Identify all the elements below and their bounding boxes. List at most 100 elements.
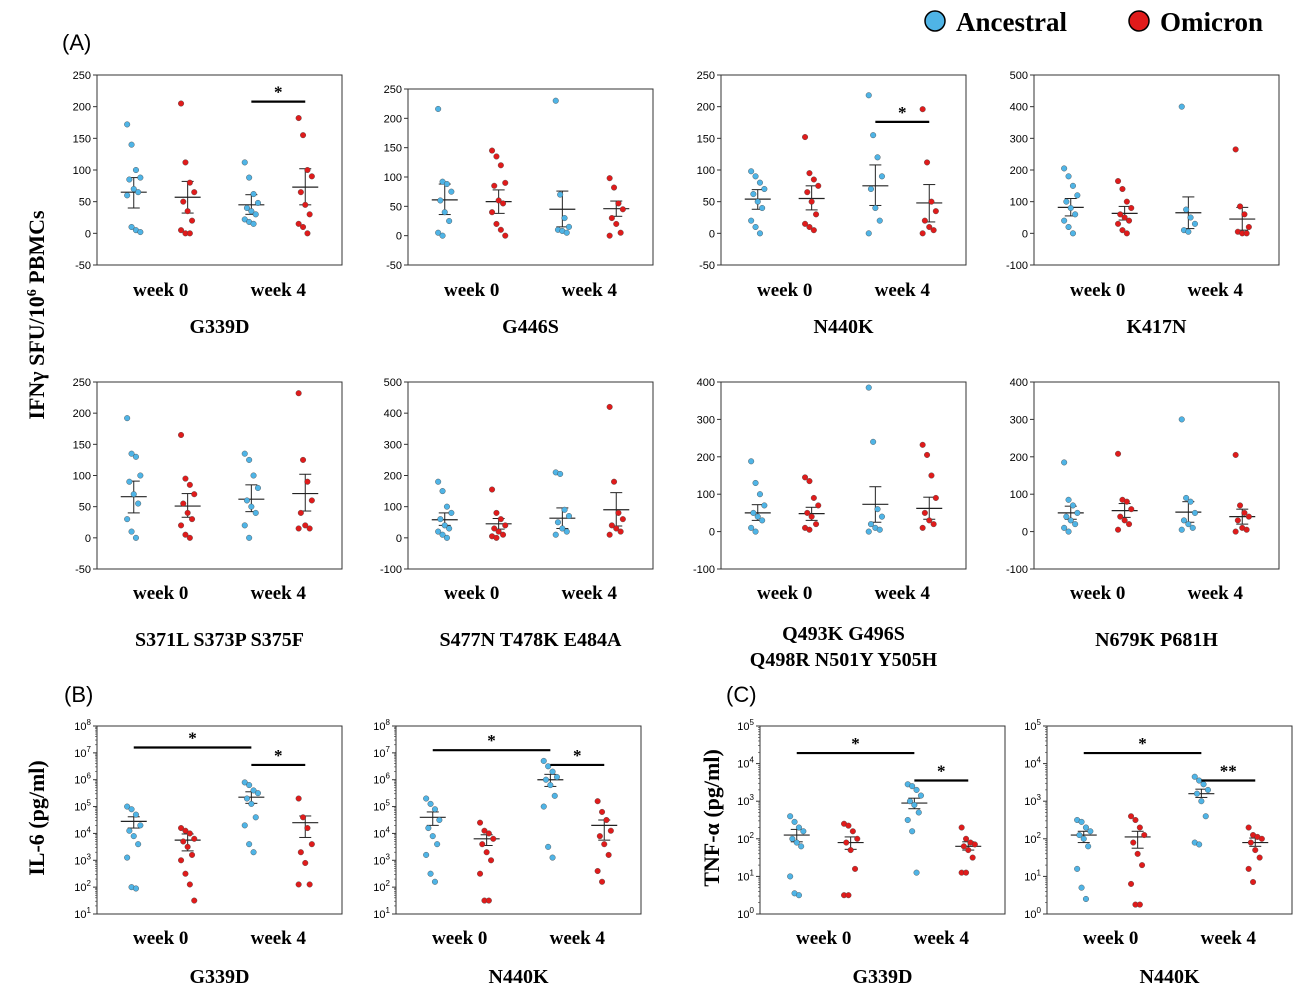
data-point <box>439 488 446 495</box>
y-tick-label: 400 <box>1010 102 1028 114</box>
data-point <box>1069 502 1076 509</box>
x-category-label: week 4 <box>562 583 618 604</box>
data-point <box>186 230 193 237</box>
data-point <box>1061 459 1068 466</box>
x-category-label: week 0 <box>444 583 499 604</box>
data-point <box>1065 528 1072 535</box>
data-point <box>297 849 304 856</box>
series-omicron-week-4 <box>292 115 319 237</box>
data-point <box>295 881 302 888</box>
significance-label: * <box>573 746 582 765</box>
data-point <box>793 839 800 846</box>
data-point <box>1074 509 1081 516</box>
data-point <box>872 204 879 211</box>
data-point <box>1200 781 1207 788</box>
y-tick-label: 300 <box>1010 133 1028 145</box>
data-point <box>1074 192 1081 199</box>
y-tick-exponent: 3 <box>750 793 755 802</box>
y-axis-label-ifng-tail: PBMCs <box>24 210 49 289</box>
data-point <box>599 878 606 885</box>
data-point <box>489 486 496 493</box>
chart-panel-6: -100 0 100 200 300 400 500 week 0 week 4 S477N T4… <box>380 377 654 651</box>
data-point <box>870 132 877 139</box>
data-point <box>1085 843 1092 850</box>
data-point <box>806 223 813 230</box>
data-point <box>761 185 768 192</box>
data-point <box>300 132 307 139</box>
data-point <box>189 851 196 858</box>
data-point <box>547 782 554 789</box>
data-point <box>1123 230 1130 237</box>
y-tick-label: 107 <box>373 745 390 760</box>
data-point <box>252 814 259 821</box>
data-point <box>435 478 442 485</box>
data-point <box>137 229 144 236</box>
data-point <box>815 182 822 189</box>
data-point <box>493 153 500 160</box>
data-point <box>932 208 939 215</box>
plot-frame <box>759 725 1006 915</box>
series-omicron-week-4 <box>955 824 982 876</box>
data-point <box>596 833 603 840</box>
data-point <box>1189 524 1196 531</box>
data-point <box>493 509 500 516</box>
chart-title-line-2: Q498R N501Y Y505H <box>750 649 938 671</box>
data-point <box>1243 526 1250 533</box>
data-point <box>495 528 502 535</box>
data-point <box>557 191 564 198</box>
data-point <box>748 168 755 175</box>
data-point <box>559 525 566 532</box>
data-point <box>252 211 259 218</box>
data-point <box>1067 204 1074 211</box>
series-omicron-week-4 <box>292 795 319 888</box>
data-point <box>488 857 495 864</box>
data-point <box>1115 178 1122 185</box>
data-point <box>813 521 820 528</box>
data-point <box>1061 524 1068 531</box>
series-ancestral-week-0 <box>744 458 771 535</box>
y-tick-label: 50 <box>79 502 91 514</box>
data-point <box>427 870 434 877</box>
data-point <box>304 166 311 173</box>
y-tick-label: -50 <box>386 260 402 272</box>
data-point <box>435 229 442 236</box>
data-point <box>619 206 626 213</box>
data-point <box>191 897 198 904</box>
y-tick-exponent: 3 <box>386 852 391 861</box>
series-ancestral-week-4 <box>901 781 928 876</box>
series-omicron-week-0 <box>174 100 201 237</box>
data-point <box>1245 865 1252 872</box>
data-point <box>565 223 572 230</box>
data-point <box>1245 824 1252 831</box>
data-point <box>750 191 757 198</box>
y-tick-label: 200 <box>697 452 715 464</box>
data-point <box>924 159 931 166</box>
data-point <box>1087 828 1094 835</box>
data-point <box>490 835 497 842</box>
data-point <box>965 847 972 854</box>
data-point <box>250 191 257 198</box>
y-tick-label: 106 <box>373 772 390 787</box>
plot-frame <box>1033 74 1280 266</box>
x-category-label: week 0 <box>133 583 188 604</box>
y-axis-label-ifng-sup: 6 <box>25 289 40 296</box>
y-tick-label: 50 <box>703 197 715 209</box>
series-omicron-week-0 <box>473 819 500 904</box>
data-point <box>607 827 614 834</box>
data-point <box>1243 230 1250 237</box>
legend-ancestral-label: Ancestral <box>956 7 1067 37</box>
y-tick-label: 200 <box>73 408 91 420</box>
data-point <box>502 232 509 239</box>
data-point <box>132 453 139 460</box>
series-ancestral-week-4 <box>1175 416 1202 533</box>
data-point <box>180 838 187 845</box>
y-tick-label: 150 <box>73 439 91 451</box>
data-point <box>924 451 931 458</box>
data-point <box>429 833 436 840</box>
data-point <box>845 892 852 899</box>
data-point <box>243 497 250 504</box>
data-point <box>489 147 496 154</box>
series-ancestral-week-0 <box>120 121 147 236</box>
data-point <box>795 892 802 899</box>
